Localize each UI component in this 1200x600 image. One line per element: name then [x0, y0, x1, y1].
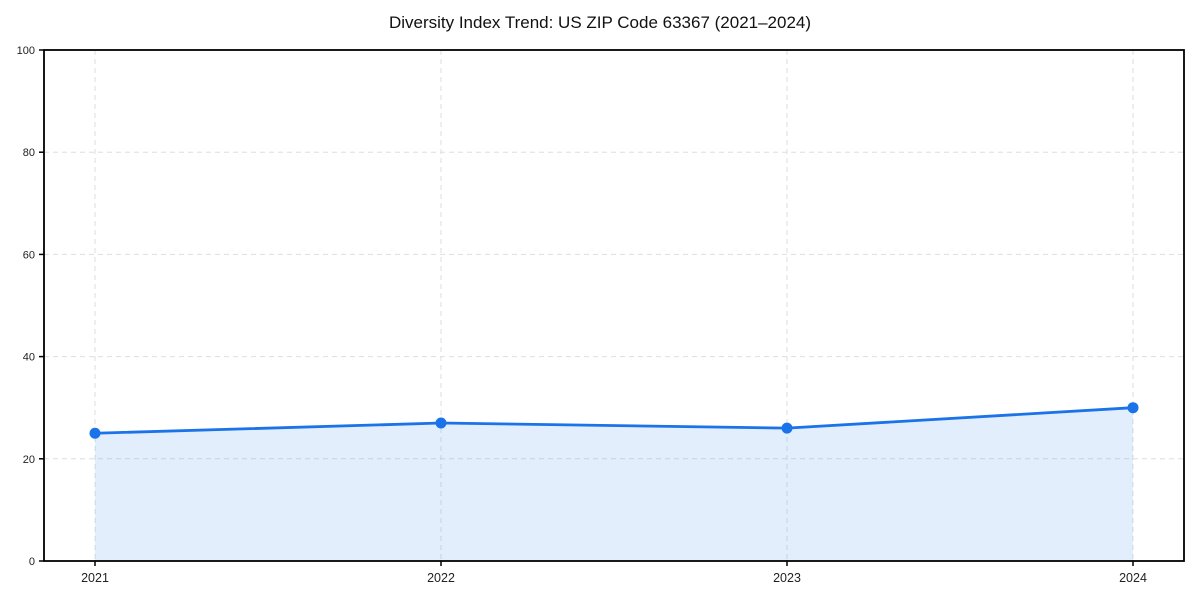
y-tick-label: 20 [23, 454, 35, 466]
data-point-marker [781, 422, 793, 434]
data-point-marker [89, 427, 101, 439]
y-tick-label: 60 [23, 249, 35, 261]
y-tick-label: 0 [29, 556, 35, 568]
chart-title: Diversity Index Trend: US ZIP Code 63367… [388, 13, 812, 32]
x-tick-label: 2024 [1119, 571, 1147, 585]
series-line [93, 406, 1135, 435]
y-tick-label: 80 [23, 147, 35, 159]
x-tick-label: 2023 [773, 571, 801, 585]
data-point-marker [1127, 402, 1139, 414]
series-area-fill [95, 407, 1133, 561]
x-tick-label: 2022 [427, 571, 455, 585]
y-tick-label: 100 [17, 45, 35, 57]
x-tick-label: 2021 [81, 571, 109, 585]
y-tick-label: 40 [23, 352, 35, 364]
axes-box [43, 49, 1185, 562]
data-point-marker [435, 417, 447, 429]
